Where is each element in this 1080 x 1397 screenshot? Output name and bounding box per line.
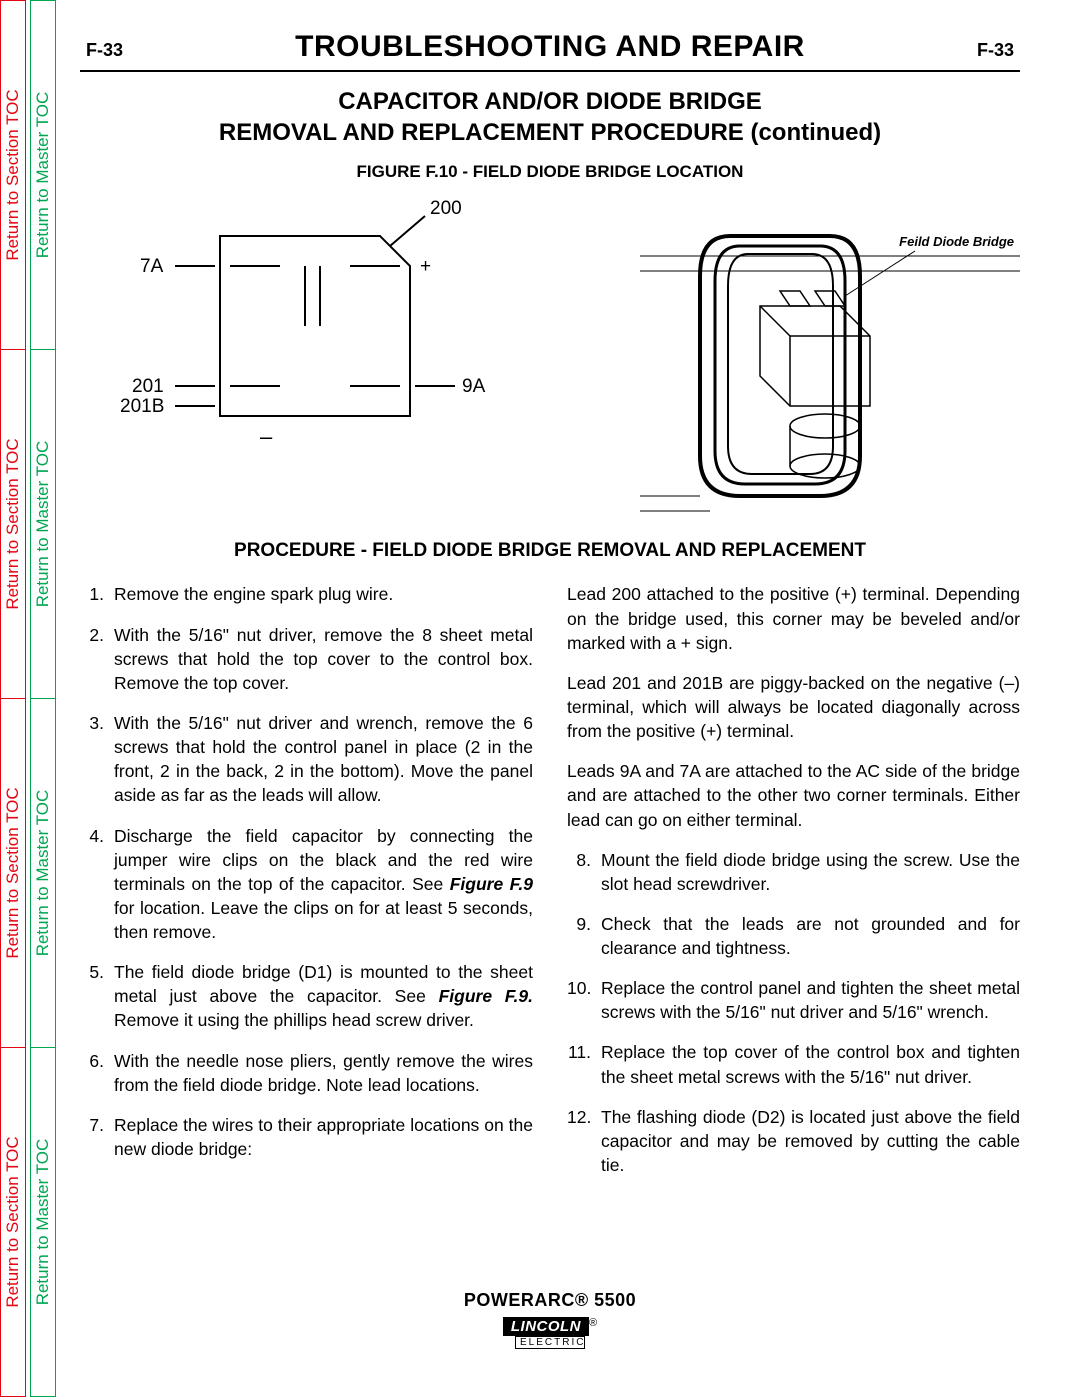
procedure-title: PROCEDURE - FIELD DIODE BRIDGE REMOVAL A… bbox=[80, 540, 1020, 562]
page-subtitle: CAPACITOR AND/OR DIODE BRIDGE REMOVAL AN… bbox=[80, 86, 1020, 148]
steps-left-list: 1.Remove the engine spark plug wire. 2.Wi… bbox=[80, 582, 533, 1161]
page-footer: POWERARC® 5500 LINCOLN® ELECTRIC bbox=[80, 1290, 1020, 1350]
section-toc-link[interactable]: Return to Section TOC bbox=[1, 698, 25, 1047]
procedure-step: 10.Replace the control panel and tighten… bbox=[567, 976, 1020, 1024]
procedure-step: 2.With the 5/16" nut driver, remove the … bbox=[80, 623, 533, 695]
lead-description: Lead 200 attached to the positive (+) te… bbox=[567, 582, 1020, 654]
figure-callout: Feild Diode Bridge bbox=[899, 234, 1014, 249]
lead-9a-label: 9A bbox=[462, 376, 485, 398]
lead-description: Leads 9A and 7A are attached to the AC s… bbox=[567, 759, 1020, 831]
section-title: TROUBLESHOOTING AND REPAIR bbox=[295, 30, 805, 64]
procedure-step: 4.Discharge the field capacitor by conne… bbox=[80, 824, 533, 945]
master-toc-link[interactable]: Return to Master TOC bbox=[31, 349, 55, 698]
figure-schematic: 200 7A + 201 201B 9A – bbox=[80, 196, 500, 476]
figure-illustration: Feild Diode Bridge bbox=[640, 196, 1020, 516]
lead-201b-label: 201B bbox=[120, 396, 164, 418]
section-toc-link[interactable]: Return to Section TOC bbox=[1, 1, 25, 349]
procedure-step: 1.Remove the engine spark plug wire. bbox=[80, 582, 533, 606]
lead-200-label: 200 bbox=[430, 198, 462, 220]
procedure-step: 6.With the needle nose pliers, gently re… bbox=[80, 1049, 533, 1097]
column-left: 1.Remove the engine spark plug wire. 2.Wi… bbox=[80, 582, 533, 1193]
section-toc-link[interactable]: Return to Section TOC bbox=[1, 349, 25, 698]
master-toc-link[interactable]: Return to Master TOC bbox=[31, 1047, 55, 1396]
page-number-right: F-33 bbox=[977, 40, 1014, 61]
procedure-step: 7.Replace the wires to their appropriate… bbox=[80, 1113, 533, 1161]
page-header: F-33 TROUBLESHOOTING AND REPAIR F-33 bbox=[80, 30, 1020, 72]
page-number-left: F-33 bbox=[86, 40, 123, 61]
procedure-step: 5.The field diode bridge (D1) is mounted… bbox=[80, 960, 533, 1032]
brand-logo: LINCOLN® ELECTRIC bbox=[503, 1317, 597, 1349]
lead-7a-label: 7A bbox=[140, 256, 163, 278]
master-toc-link[interactable]: Return to Master TOC bbox=[31, 698, 55, 1047]
procedure-step: 11.Replace the top cover of the control … bbox=[567, 1040, 1020, 1088]
product-name: POWERARC® 5500 bbox=[80, 1290, 1020, 1311]
side-nav-tabs: Return to Section TOC Return to Section … bbox=[0, 0, 60, 1397]
procedure-columns: 1.Remove the engine spark plug wire. 2.Wi… bbox=[80, 582, 1020, 1193]
figure-caption: FIGURE F.10 - FIELD DIODE BRIDGE LOCATIO… bbox=[80, 162, 1020, 182]
procedure-step: 3.With the 5/16" nut driver and wrench, … bbox=[80, 711, 533, 808]
procedure-step: 8.Mount the field diode bridge using the… bbox=[567, 848, 1020, 896]
lead-201-label: 201 bbox=[132, 376, 164, 398]
section-toc-link[interactable]: Return to Section TOC bbox=[1, 1047, 25, 1396]
plus-label: + bbox=[420, 256, 431, 278]
column-right: Lead 200 attached to the positive (+) te… bbox=[567, 582, 1020, 1193]
steps-right-list: 8.Mount the field diode bridge using the… bbox=[567, 848, 1020, 1178]
section-toc-tabs: Return to Section TOC Return to Section … bbox=[0, 0, 26, 1397]
minus-label: – bbox=[260, 424, 272, 450]
master-toc-link[interactable]: Return to Master TOC bbox=[31, 1, 55, 349]
figures-row: 200 7A + 201 201B 9A – bbox=[80, 196, 1020, 516]
page-content: F-33 TROUBLESHOOTING AND REPAIR F-33 CAP… bbox=[80, 30, 1020, 1193]
master-toc-tabs: Return to Master TOC Return to Master TO… bbox=[30, 0, 56, 1397]
procedure-step: 9.Check that the leads are not grounded … bbox=[567, 912, 1020, 960]
procedure-step: 12.The flashing diode (D2) is located ju… bbox=[567, 1105, 1020, 1177]
lead-description: Lead 201 and 201B are piggy-backed on th… bbox=[567, 671, 1020, 743]
